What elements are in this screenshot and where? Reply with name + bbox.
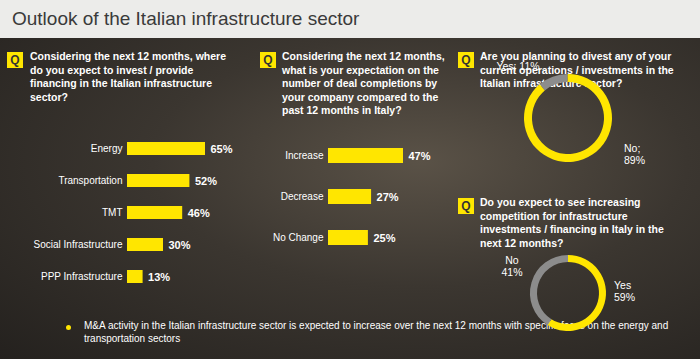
svg-text:47%: 47% [409, 150, 431, 162]
svg-text:13%: 13% [148, 271, 170, 283]
svg-text:30%: 30% [169, 239, 191, 251]
svg-text:27%: 27% [377, 191, 399, 203]
svg-text:65%: 65% [211, 143, 233, 155]
svg-text:Energy: Energy [91, 143, 123, 154]
svg-text:Transportation: Transportation [58, 175, 122, 186]
svg-text:Yes59%: Yes59% [614, 279, 635, 303]
svg-text:TMT: TMT [102, 207, 123, 218]
svg-text:No;89%: No;89% [624, 142, 645, 166]
svg-text:No41%: No41% [501, 254, 522, 278]
svg-text:Social Infrastructure: Social Infrastructure [34, 239, 123, 250]
svg-text:46%: 46% [188, 207, 210, 219]
svg-text:No Change: No Change [273, 232, 324, 243]
svg-text:25%: 25% [373, 232, 395, 244]
svg-text:Decrease: Decrease [281, 191, 324, 202]
svg-text:Yes; 11%: Yes; 11% [496, 60, 539, 72]
svg-text:PPP Infrastructure: PPP Infrastructure [41, 271, 123, 282]
svg-text:Increase: Increase [285, 150, 324, 161]
svg-text:52%: 52% [195, 175, 217, 187]
